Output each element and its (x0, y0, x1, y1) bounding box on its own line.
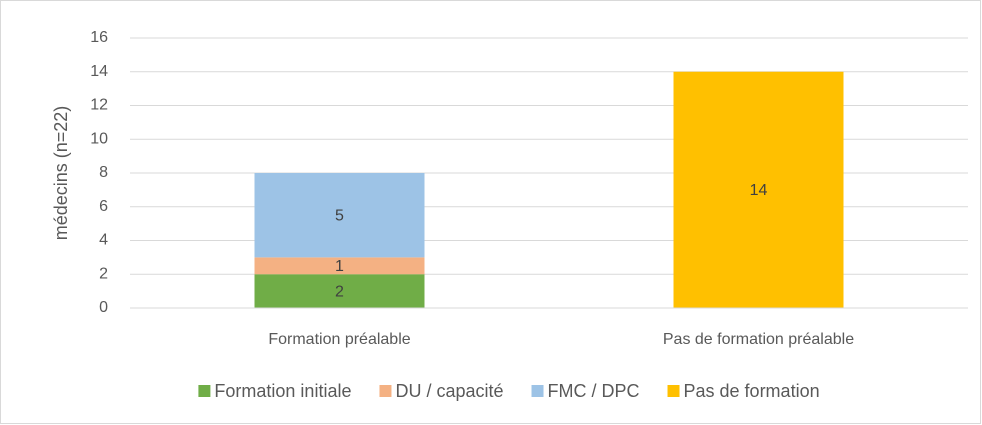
legend-swatch (531, 385, 544, 397)
legend-label: Pas de formation (684, 381, 820, 401)
legend-swatch (667, 385, 680, 397)
data-label: 2 (335, 283, 344, 300)
data-label: 5 (335, 207, 344, 224)
legend-swatch (379, 385, 392, 397)
y-tick-label: 4 (99, 232, 108, 249)
y-tick-label: 14 (90, 63, 108, 80)
legend-label: DU / capacité (395, 381, 503, 401)
y-tick-label: 16 (90, 29, 108, 46)
bar-segment (673, 71, 844, 308)
data-label: 1 (335, 258, 344, 275)
x-tick-label: Formation préalable (268, 331, 410, 348)
y-tick-label: 6 (99, 198, 108, 215)
legend-label: Formation initiale (214, 381, 351, 401)
bar-segment (254, 274, 425, 308)
legend-label: FMC / DPC (548, 381, 640, 401)
y-tick-label: 2 (99, 265, 108, 282)
y-axis-label: médecins (n=22) (51, 106, 71, 241)
bar-segment (254, 173, 425, 258)
bar-segment (254, 257, 425, 275)
data-label: 14 (750, 182, 768, 199)
legend-swatch (198, 385, 211, 397)
x-tick-label: Pas de formation préalable (663, 331, 854, 348)
y-tick-label: 8 (99, 164, 108, 181)
y-tick-label: 10 (90, 130, 108, 147)
y-tick-label: 0 (99, 299, 108, 316)
y-tick-label: 12 (90, 97, 108, 114)
